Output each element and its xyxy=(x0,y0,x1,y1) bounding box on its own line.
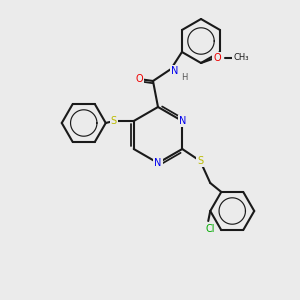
Text: O: O xyxy=(135,74,143,84)
Text: S: S xyxy=(111,116,117,126)
Text: Cl: Cl xyxy=(206,224,215,234)
Text: S: S xyxy=(197,156,203,166)
Text: N: N xyxy=(178,116,186,126)
Text: CH₃: CH₃ xyxy=(233,53,249,62)
Text: O: O xyxy=(213,53,221,63)
Text: N: N xyxy=(154,158,162,168)
Text: N: N xyxy=(171,66,179,76)
Text: H: H xyxy=(181,73,187,82)
